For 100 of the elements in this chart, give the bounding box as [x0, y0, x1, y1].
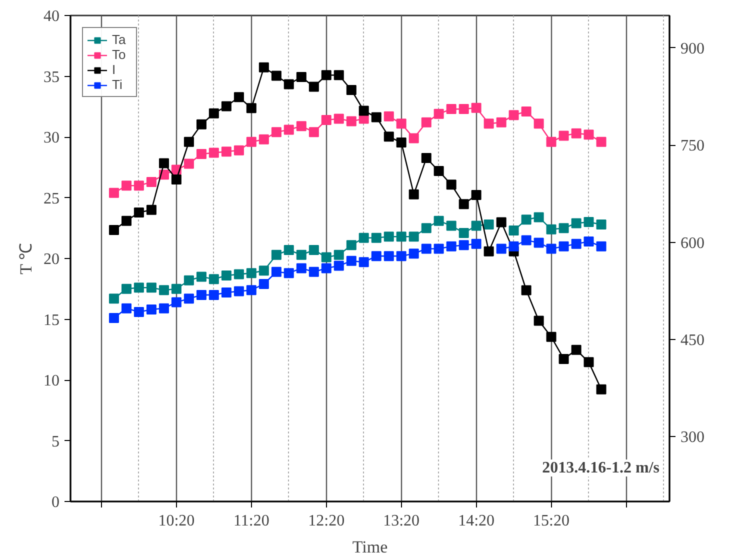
point	[571, 218, 582, 228]
point	[158, 158, 169, 168]
point	[396, 138, 406, 148]
point	[596, 241, 606, 252]
point	[434, 244, 444, 254]
point	[221, 146, 232, 157]
x-tick-label: 11:20	[233, 512, 270, 530]
point	[308, 266, 319, 277]
point	[346, 85, 356, 96]
point	[171, 297, 182, 308]
legend-label: I	[112, 62, 117, 77]
point	[434, 216, 444, 226]
point	[508, 226, 519, 236]
point	[246, 268, 256, 278]
point	[196, 290, 206, 300]
point	[221, 101, 232, 112]
point	[234, 269, 244, 280]
point	[208, 274, 219, 284]
x-tick-label: 12:20	[308, 512, 345, 530]
point	[134, 180, 144, 191]
point	[408, 133, 419, 144]
point	[546, 224, 556, 234]
point	[308, 82, 319, 92]
point	[534, 212, 544, 222]
point	[208, 290, 219, 300]
point	[358, 106, 369, 116]
point	[471, 190, 482, 200]
point	[146, 282, 156, 293]
x-axis-title: Time	[352, 538, 388, 556]
point	[546, 332, 556, 342]
point	[171, 174, 182, 184]
point	[296, 263, 306, 274]
point	[146, 204, 156, 215]
point	[558, 130, 569, 141]
legend-label: Ti	[112, 77, 124, 92]
point	[558, 223, 569, 234]
x-tick-label: 14:20	[458, 512, 495, 530]
point	[321, 114, 332, 125]
point	[358, 232, 369, 243]
point	[208, 148, 219, 158]
point	[234, 145, 244, 156]
legend-label: Ta	[112, 32, 127, 47]
point	[334, 250, 344, 260]
point	[258, 266, 269, 276]
point	[158, 303, 169, 314]
point	[184, 275, 194, 286]
y-tick-label: 25	[44, 190, 60, 208]
point	[458, 104, 469, 114]
x-tick-label: 10:20	[158, 512, 195, 530]
y-axis-title: T ℃	[16, 242, 36, 274]
point	[534, 118, 544, 129]
point	[571, 238, 582, 249]
point	[384, 251, 394, 262]
point	[271, 250, 282, 260]
point	[446, 104, 456, 114]
point	[108, 313, 119, 324]
point	[484, 219, 494, 230]
point	[371, 232, 382, 243]
point	[296, 250, 306, 260]
point	[434, 166, 444, 176]
point	[471, 102, 482, 113]
point	[234, 92, 244, 102]
y-tick-label: 5	[52, 433, 60, 450]
point	[184, 136, 194, 147]
point	[208, 108, 219, 118]
point	[184, 158, 194, 169]
point	[421, 223, 432, 234]
point	[396, 232, 406, 242]
point	[508, 110, 519, 120]
point	[296, 121, 306, 132]
point	[246, 103, 256, 114]
point	[358, 257, 369, 268]
point	[521, 285, 532, 296]
point	[321, 70, 332, 80]
point	[346, 240, 356, 250]
point	[134, 282, 144, 293]
point	[246, 285, 256, 296]
point	[508, 241, 519, 252]
point	[558, 241, 569, 252]
point	[471, 238, 482, 249]
point	[284, 244, 294, 255]
y-tick-label: 40	[44, 8, 60, 25]
point	[571, 128, 582, 138]
point	[458, 240, 469, 250]
x-tick-label: 15:20	[533, 512, 570, 530]
point	[534, 316, 544, 326]
point	[396, 118, 406, 129]
point	[258, 62, 269, 72]
point	[196, 119, 206, 130]
y-tick-label: 20	[44, 251, 60, 268]
point	[471, 220, 482, 231]
y-tick-label: 0	[52, 494, 60, 511]
point	[196, 149, 206, 160]
point	[458, 199, 469, 210]
point	[134, 306, 144, 317]
point	[408, 189, 419, 200]
point	[321, 263, 332, 274]
point	[346, 116, 356, 126]
point	[134, 207, 144, 218]
point	[196, 272, 206, 282]
